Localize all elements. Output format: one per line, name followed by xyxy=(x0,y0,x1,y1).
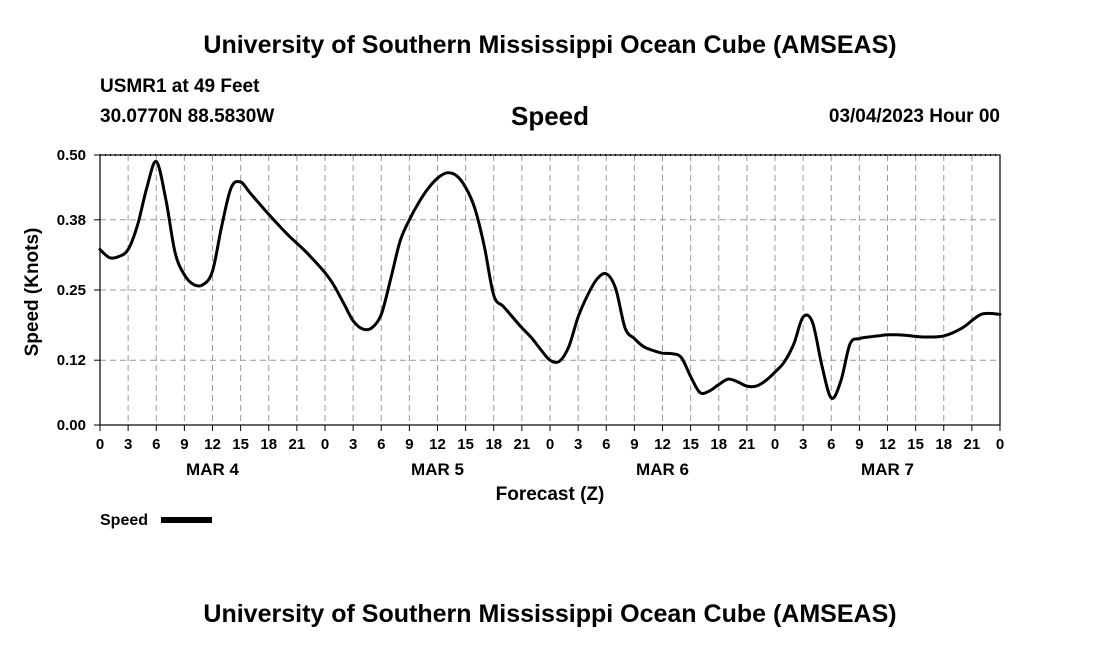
x-tick-label: 3 xyxy=(349,436,357,453)
x-tick-label: 15 xyxy=(457,436,474,453)
x-tick-label: 12 xyxy=(429,436,446,453)
x-tick-label: 18 xyxy=(935,436,952,453)
footer-title: University of Southern Mississippi Ocean… xyxy=(203,600,897,628)
x-tick-label: 0 xyxy=(321,436,329,453)
y-tick-label: 0.50 xyxy=(57,147,86,164)
speed-series-line xyxy=(98,159,1002,400)
x-tick-label: 0 xyxy=(546,436,554,453)
day-label: MAR 5 xyxy=(411,460,464,479)
x-tick-label: 0 xyxy=(996,436,1004,453)
y-tick-label: 0.12 xyxy=(57,352,86,369)
x-tick-label: 9 xyxy=(180,436,188,453)
grid xyxy=(100,155,1000,425)
x-tick-label: 21 xyxy=(739,436,756,453)
x-tick-label: 18 xyxy=(485,436,502,453)
chart-title: Speed xyxy=(510,101,590,131)
x-tick-label: 12 xyxy=(879,436,896,453)
y-tick-label: 0.25 xyxy=(57,282,86,299)
x-tick-label: 21 xyxy=(514,436,531,453)
axis-ticks: 0 3 6 9 12 15 18 21 0 3 6 9 12 15 18 21 0 3 6 9 12 15 18 21 0 3 6 9… xyxy=(57,147,1004,479)
x-tick-label: 0 xyxy=(96,436,104,453)
x-tick-label: 12 xyxy=(204,436,221,453)
x-tick-label: 6 xyxy=(377,436,385,453)
x-tick-label: 21 xyxy=(289,436,306,453)
y-axis-label: Speed (Knots) xyxy=(22,228,43,357)
x-tick-label: 12 xyxy=(654,436,671,453)
x-tick-label: 6 xyxy=(827,436,835,453)
x-tick-label: 0 xyxy=(771,436,779,453)
page-title: University of Southern Mississippi Ocean… xyxy=(203,31,897,59)
x-tick-label: 3 xyxy=(124,436,132,453)
x-tick-label: 9 xyxy=(405,436,413,453)
x-tick-label: 6 xyxy=(602,436,610,453)
x-tick-label: 9 xyxy=(630,436,638,453)
x-tick-label: 15 xyxy=(232,436,249,453)
x-tick-label: 18 xyxy=(710,436,727,453)
series-layer xyxy=(98,159,1002,400)
y-tick-label: 0.38 xyxy=(57,212,86,229)
x-tick-label: 3 xyxy=(574,436,582,453)
x-tick-label: 15 xyxy=(682,436,699,453)
legend-label: Speed xyxy=(100,512,148,529)
coordinates-label: 30.0770N 88.5830W xyxy=(100,106,275,127)
legend-swatch xyxy=(161,517,212,523)
forecast-date: 03/04/2023 Hour 00 xyxy=(828,106,1000,127)
day-label: MAR 7 xyxy=(861,460,914,479)
x-axis-label: Forecast (Z) xyxy=(496,484,605,505)
y-tick-label: 0.00 xyxy=(57,417,86,434)
x-tick-label: 3 xyxy=(799,436,807,453)
day-label: MAR 6 xyxy=(636,460,689,479)
x-tick-label: 18 xyxy=(260,436,277,453)
x-tick-label: 21 xyxy=(964,436,981,453)
station-label: USMR1 at 49 Feet xyxy=(100,76,260,97)
x-tick-label: 6 xyxy=(152,436,160,453)
day-label: MAR 4 xyxy=(186,460,239,479)
x-tick-label: 15 xyxy=(907,436,924,453)
x-tick-label: 9 xyxy=(855,436,863,453)
